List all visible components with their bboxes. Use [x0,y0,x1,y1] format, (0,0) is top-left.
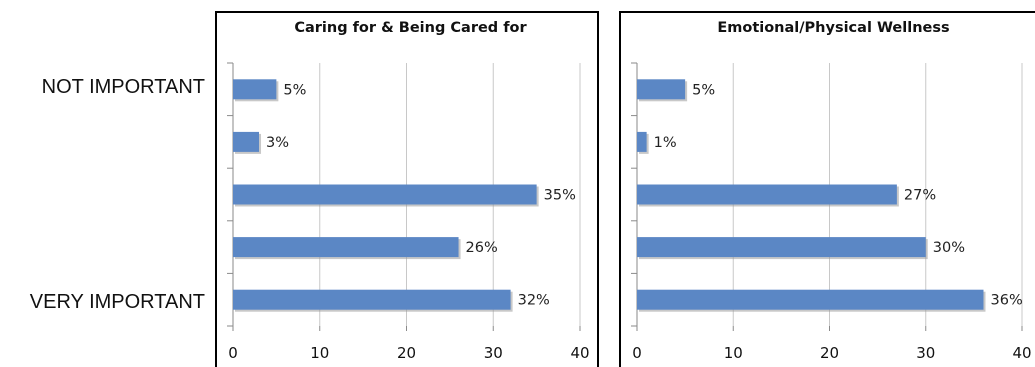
x-tick-label: 20 [397,344,416,362]
x-tick-label: 40 [570,344,589,362]
bar-5 [233,289,511,310]
row-label-very-important: VERY IMPORTANT [29,291,205,313]
x-tick-label: 40 [1012,344,1031,362]
data-label: 5% [692,82,715,98]
bar-4 [233,237,459,258]
data-label: 5% [283,82,306,98]
bar-4 [637,237,926,258]
data-label: 3% [266,135,289,151]
bar-2 [233,131,260,152]
chart-title: Caring for & Being Cared for [294,20,527,36]
x-tick-label: 0 [228,344,238,362]
data-label: 1% [654,135,677,151]
data-label: 30% [933,240,965,256]
bar-2 [637,131,647,152]
data-label: 32% [518,293,550,309]
chart-title: Emotional/Physical Wellness [717,20,949,36]
bar-1 [637,79,686,100]
x-tick-label: 20 [820,344,839,362]
row-label-not-important: NOT IMPORTANT [41,76,205,98]
bar-3 [233,184,537,205]
data-label: 26% [466,240,498,256]
data-label: 27% [904,188,936,204]
data-label: 35% [544,188,576,204]
bar-3 [637,184,897,205]
x-tick-label: 30 [484,344,503,362]
bar-1 [233,79,277,100]
x-tick-label: 10 [724,344,743,362]
data-label: 36% [991,293,1023,309]
x-tick-label: 0 [632,344,642,362]
chart-panel-2: Emotional/Physical Wellness 0 10 20 30 40 5% 1%… [619,11,1035,367]
bar-5 [637,289,984,310]
x-tick-label: 10 [310,344,329,362]
x-tick-label: 30 [916,344,935,362]
chart-panel-1: Caring for & Being Cared for 0 10 20 30 40 5% 3… [215,11,599,367]
